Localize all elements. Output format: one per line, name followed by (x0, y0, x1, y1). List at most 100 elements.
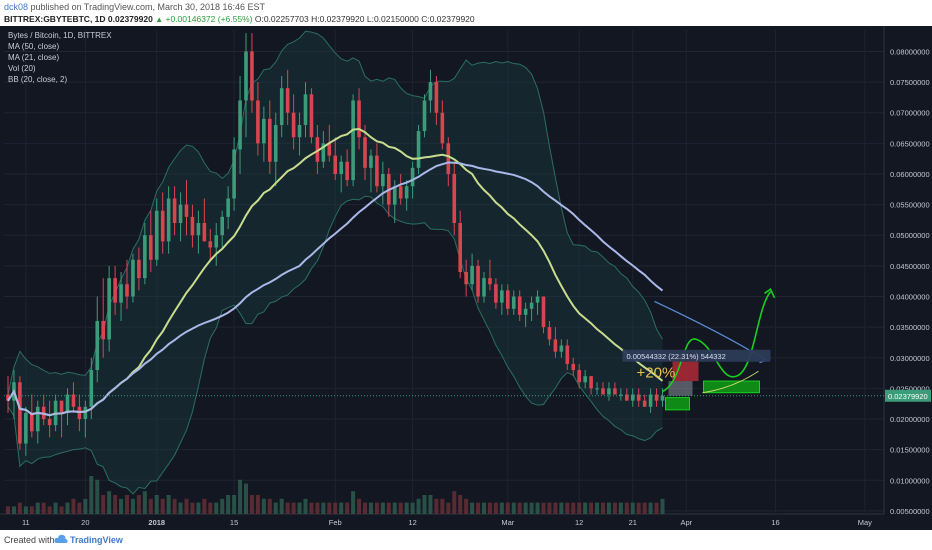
candle-body[interactable] (375, 155, 379, 187)
candle-body[interactable] (642, 400, 647, 407)
candle-body[interactable] (404, 186, 409, 199)
candle-body[interactable] (458, 222, 462, 272)
candle-body[interactable] (625, 394, 629, 401)
candle-body[interactable] (369, 155, 373, 168)
candle-body[interactable] (273, 124, 278, 162)
candle-body[interactable] (47, 419, 52, 426)
candle-body[interactable] (279, 88, 284, 125)
candle-body[interactable] (464, 272, 468, 285)
candle-body[interactable] (428, 82, 433, 101)
candle-body[interactable] (297, 124, 302, 138)
candle-body[interactable] (589, 376, 593, 389)
candle-body[interactable] (535, 296, 540, 303)
candle-body[interactable] (321, 143, 326, 162)
candle-body[interactable] (71, 394, 76, 407)
candle-body[interactable] (506, 290, 510, 309)
candle-body[interactable] (422, 100, 427, 132)
candle-body[interactable] (160, 210, 165, 242)
candle-body[interactable] (529, 302, 534, 309)
author-link[interactable]: dck08 (4, 2, 29, 12)
candle-body[interactable] (607, 388, 611, 395)
candle-body[interactable] (398, 186, 403, 199)
candle-body[interactable] (250, 51, 254, 101)
candle-body[interactable] (327, 143, 332, 156)
candle-body[interactable] (482, 278, 486, 297)
candle-body[interactable] (476, 265, 480, 297)
candle-body[interactable] (571, 363, 576, 371)
candle-body[interactable] (619, 394, 623, 396)
candle-body[interactable] (446, 143, 451, 174)
candle-body[interactable] (178, 204, 183, 223)
candle-body[interactable] (488, 278, 492, 285)
legend-ma50[interactable]: MA (50, close) (8, 42, 60, 51)
candle-body[interactable] (660, 395, 665, 401)
candle-body[interactable] (119, 284, 123, 303)
candle-body[interactable] (95, 321, 100, 371)
candle-body[interactable] (291, 112, 296, 138)
candle-body[interactable] (101, 321, 105, 340)
candle-body[interactable] (65, 394, 70, 413)
candle-body[interactable] (59, 400, 64, 413)
candle-body[interactable] (392, 186, 397, 205)
candle-body[interactable] (137, 259, 141, 279)
candle-body[interactable] (363, 137, 367, 168)
candle-body[interactable] (154, 210, 159, 260)
candle-body[interactable] (636, 394, 641, 401)
candle-body[interactable] (500, 290, 504, 303)
candle-body[interactable] (6, 394, 10, 401)
candle-body[interactable] (309, 94, 314, 138)
candle-body[interactable] (630, 394, 635, 401)
candle-body[interactable] (208, 241, 213, 248)
candle-body[interactable] (357, 100, 361, 138)
legend-bb[interactable]: BB (20, close, 2) (8, 75, 68, 84)
candle-body[interactable] (214, 235, 219, 248)
candle-body[interactable] (190, 216, 195, 236)
candle-body[interactable] (547, 327, 552, 340)
candle-body[interactable] (166, 198, 171, 242)
candle-body[interactable] (131, 259, 135, 297)
candle-body[interactable] (238, 100, 242, 150)
candle-body[interactable] (577, 370, 581, 383)
candle-body[interactable] (595, 388, 599, 390)
candle-body[interactable] (143, 235, 147, 279)
candle-body[interactable] (613, 388, 617, 395)
candle-body[interactable] (256, 100, 260, 144)
candle-body[interactable] (113, 278, 117, 303)
chart-area[interactable]: 0.08000000 0.07500000 0.07000000 0.06500000… (0, 26, 932, 530)
candle-body[interactable] (470, 265, 474, 285)
candle-body[interactable] (202, 222, 207, 242)
candle-body[interactable] (24, 412, 28, 444)
candle-body[interactable] (196, 222, 201, 236)
candle-body[interactable] (107, 278, 111, 340)
candle-body[interactable] (244, 51, 248, 101)
candle-body[interactable] (262, 118, 266, 144)
candle-body[interactable] (18, 382, 22, 444)
candle-body[interactable] (315, 137, 320, 162)
candle-body[interactable] (226, 198, 230, 217)
candle-body[interactable] (648, 394, 653, 407)
candle-body[interactable] (559, 345, 564, 352)
candle-body[interactable] (303, 94, 308, 125)
candle-body[interactable] (285, 88, 290, 113)
candle-body[interactable] (541, 296, 546, 328)
candle-body[interactable] (440, 112, 445, 144)
candle-body[interactable] (149, 235, 153, 260)
candle-body[interactable] (654, 394, 659, 401)
candle-body[interactable] (410, 167, 415, 187)
candle-body[interactable] (83, 406, 88, 420)
price-chart[interactable]: 0.08000000 0.07500000 0.07000000 0.06500000… (0, 26, 932, 530)
candle-body[interactable] (494, 284, 498, 303)
candle-body[interactable] (452, 173, 457, 223)
candle-body[interactable] (434, 82, 439, 113)
candle-body[interactable] (517, 296, 522, 315)
candle-body[interactable] (220, 216, 224, 236)
tradingview-brand[interactable]: TradingView (70, 535, 123, 545)
candle-body[interactable] (184, 204, 189, 217)
candle-body[interactable] (35, 406, 40, 432)
candle-body[interactable] (511, 296, 516, 309)
candle-body[interactable] (523, 308, 528, 315)
candle-body[interactable] (553, 339, 558, 352)
candle-body[interactable] (381, 173, 385, 187)
candle-body[interactable] (601, 388, 605, 395)
candle-body[interactable] (172, 198, 177, 223)
